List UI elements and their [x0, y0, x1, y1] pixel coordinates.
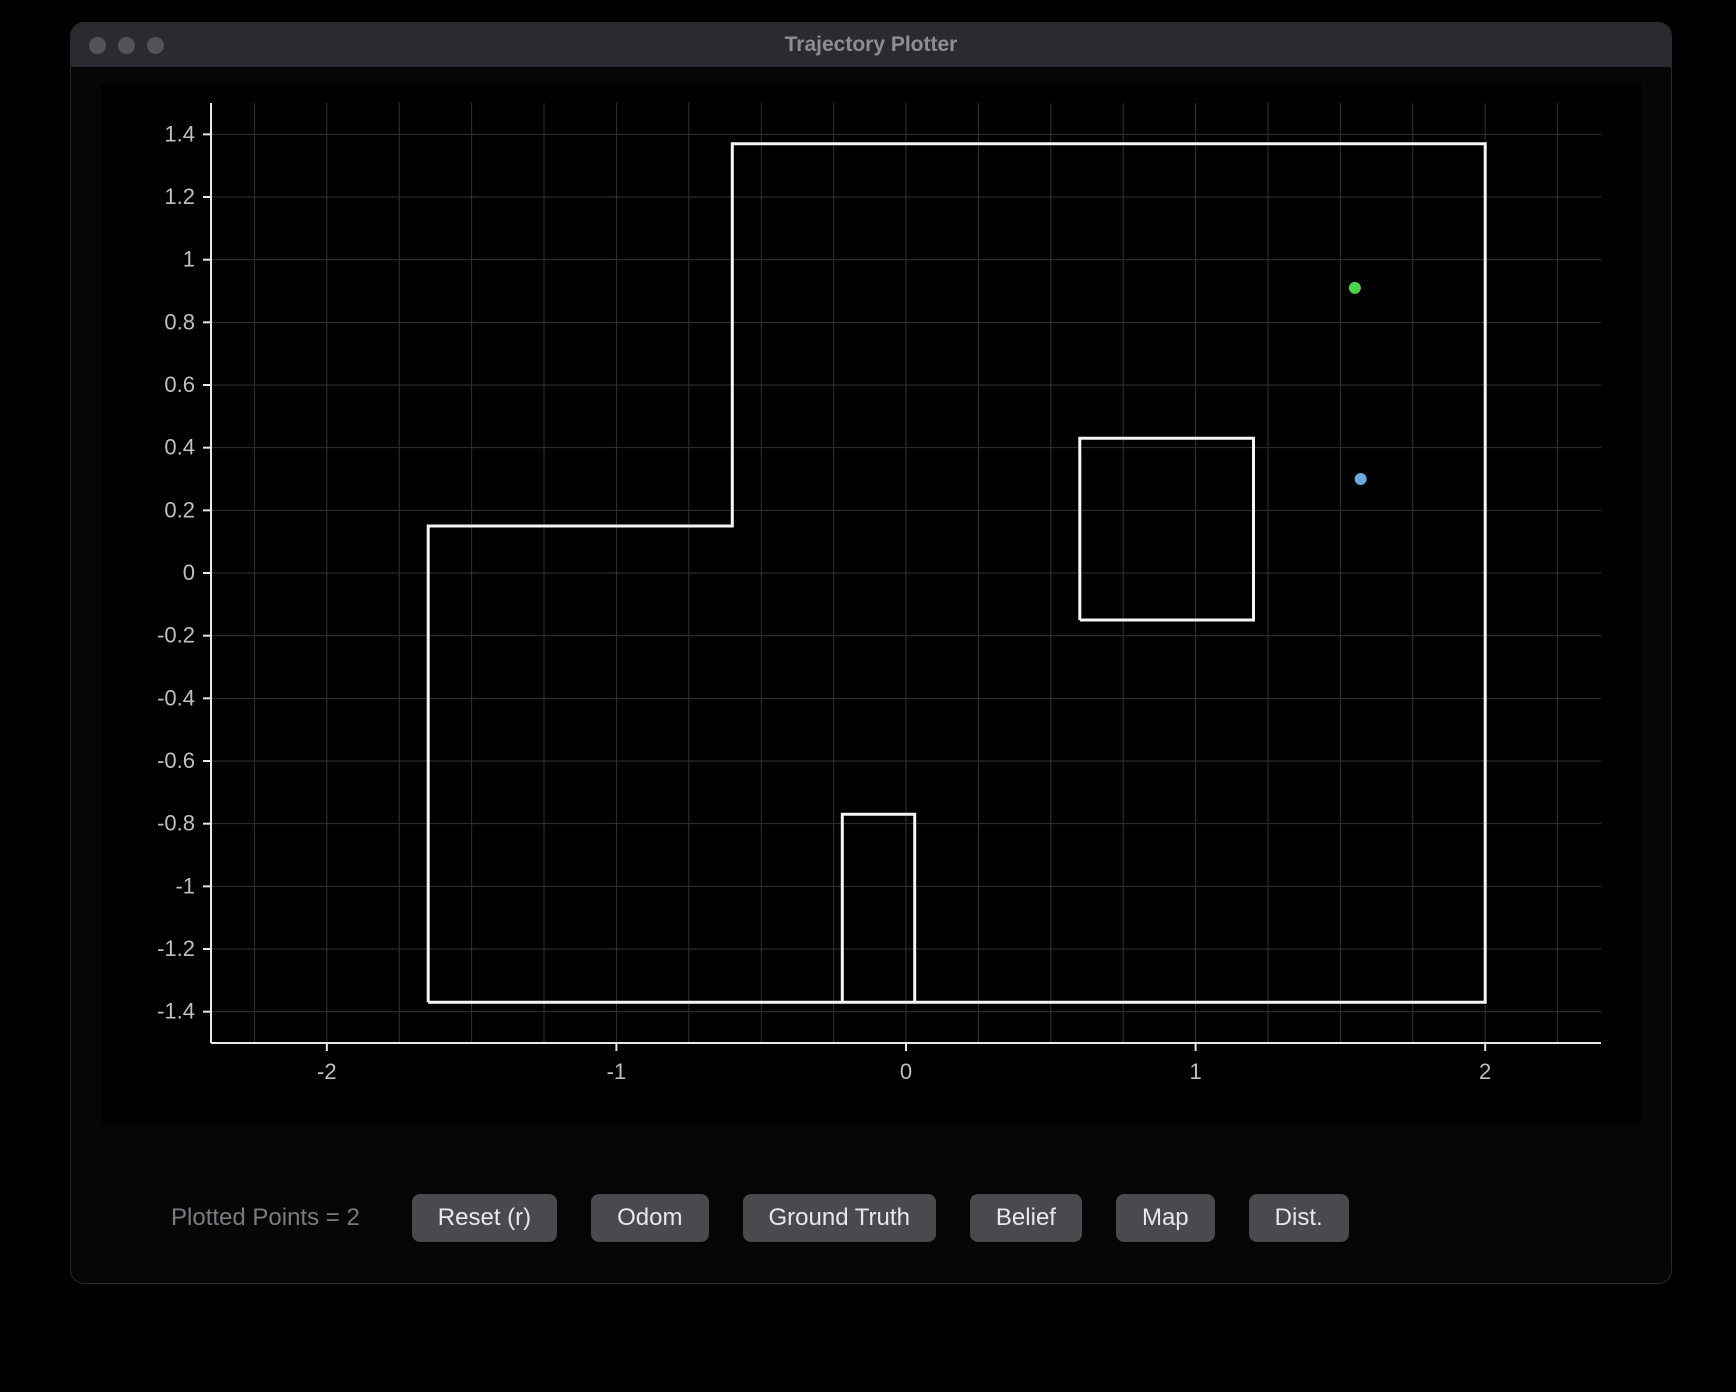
app-window: Trajectory Plotter -2 -1 0 1 2 -1.4 -1.2 -1 -0.8… — [70, 22, 1672, 1284]
odom-button[interactable]: Odom — [591, 1194, 708, 1242]
titlebar: Trajectory Plotter — [71, 23, 1671, 67]
svg-text:-0.8: -0.8 — [157, 811, 195, 836]
svg-text:-2: -2 — [317, 1059, 337, 1084]
reset-button[interactable]: Reset (r) — [412, 1194, 557, 1242]
svg-text:0: 0 — [900, 1059, 912, 1084]
window-controls — [71, 37, 164, 54]
belief-button[interactable]: Belief — [970, 1194, 1082, 1242]
svg-text:0.8: 0.8 — [164, 309, 195, 334]
svg-text:-1: -1 — [607, 1059, 627, 1084]
map-button[interactable]: Map — [1116, 1194, 1215, 1242]
svg-text:1: 1 — [183, 247, 195, 272]
window-title: Trajectory Plotter — [71, 33, 1671, 57]
svg-text:1: 1 — [1189, 1059, 1201, 1084]
trajectory-plot: -2 -1 0 1 2 -1.4 -1.2 -1 -0.8 -0.6 -0.4 -0.2 0 0.2 0.4… — [101, 83, 1641, 1123]
svg-text:-1.4: -1.4 — [157, 999, 195, 1024]
toolbar: Plotted Points = 2 Reset (r) Odom Ground… — [71, 1183, 1671, 1253]
svg-text:0.6: 0.6 — [164, 372, 195, 397]
minimize-icon[interactable] — [118, 37, 135, 54]
svg-text:-0.4: -0.4 — [157, 685, 195, 710]
svg-text:-0.2: -0.2 — [157, 623, 195, 648]
svg-text:0.4: 0.4 — [164, 435, 195, 460]
svg-text:0: 0 — [183, 560, 195, 585]
ground-truth-button[interactable]: Ground Truth — [743, 1194, 936, 1242]
svg-text:1.4: 1.4 — [164, 121, 195, 146]
plotted-points-status: Plotted Points = 2 — [171, 1204, 360, 1232]
zoom-icon[interactable] — [147, 37, 164, 54]
close-icon[interactable] — [89, 37, 106, 54]
svg-text:-0.6: -0.6 — [157, 748, 195, 773]
svg-text:2: 2 — [1479, 1059, 1491, 1084]
svg-text:-1: -1 — [175, 873, 195, 898]
dist-button[interactable]: Dist. — [1249, 1194, 1349, 1242]
svg-text:1.2: 1.2 — [164, 184, 195, 209]
svg-text:0.2: 0.2 — [164, 497, 195, 522]
svg-text:-1.2: -1.2 — [157, 936, 195, 961]
